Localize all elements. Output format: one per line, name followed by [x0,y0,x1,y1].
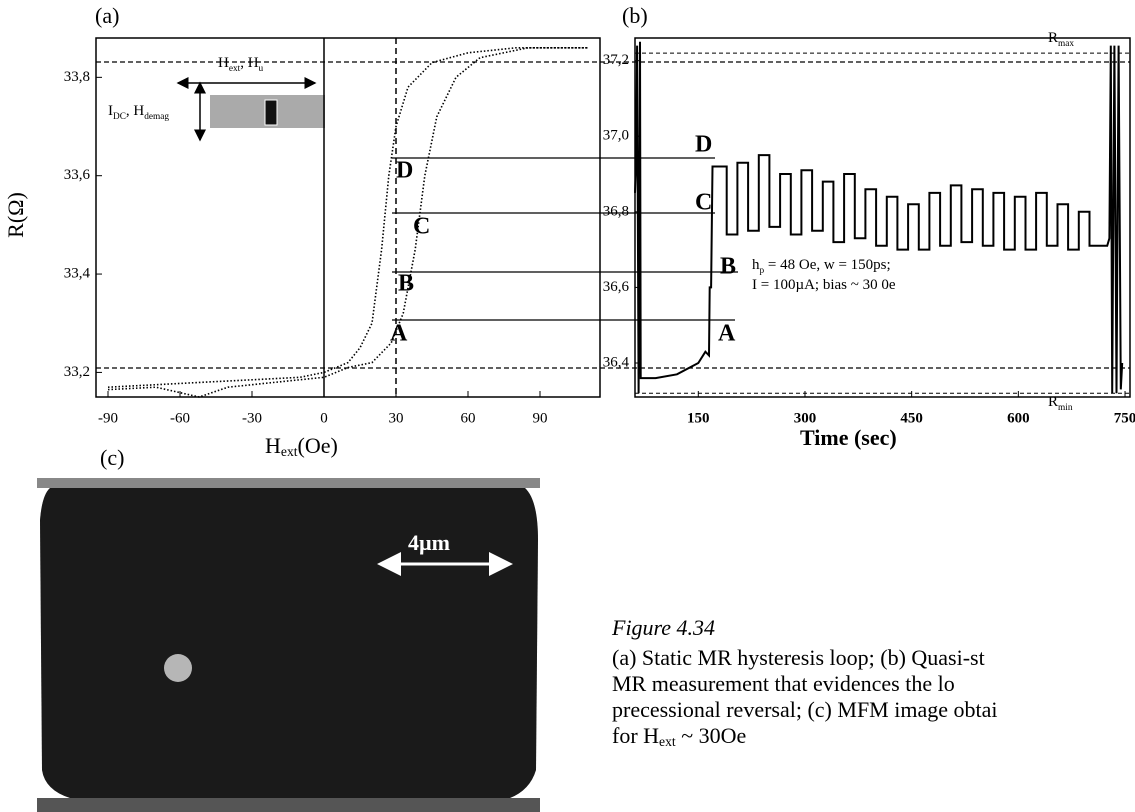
scale-label: 4µm [408,530,450,555]
caption-line-part: precessional reversal; (c) MFM image obt… [612,697,997,722]
y-axis-label: R(Ω) [3,192,28,238]
x-axis-label: Time (sec) [800,425,897,450]
reference-label-part: R [1048,31,1058,47]
caption-title: Figure 4.34 [611,615,715,640]
y-tick-label: 33,8 [64,69,90,85]
x-tick-label: 30 [389,410,404,426]
caption-line-part: for H [612,723,659,748]
inset-label-part: , H [240,55,259,71]
y-tick-label: 37,0 [603,128,629,144]
x-tick-label: 450 [900,410,923,426]
inset-label-part: I [108,103,113,119]
reference-label: Rmin [1048,395,1073,414]
note-part: = 48 Oe, w = 150ps; [764,257,891,273]
point-label: D [695,132,712,158]
reference-label-part: min [1058,403,1073,413]
x-axis-label: Hext(Oe) [265,433,338,459]
inset-label-part: , H [126,103,145,119]
inset-label-part: H [218,55,229,71]
y-tick-label: 36,4 [603,354,630,370]
x-tick-label: 750 [1114,410,1135,426]
inset-label-part: u [259,64,264,74]
point-label: B [398,271,414,297]
panel-label: (b) [622,3,648,28]
data-line [107,47,588,398]
y-tick-label: 37,2 [603,52,629,68]
y-tick-label: 33,6 [64,167,91,183]
x-axis-label-part: Time (sec) [800,425,897,450]
inset-label-part: DC [113,112,126,122]
note-part: h [752,257,760,273]
point-label: A [718,321,736,347]
x-tick-label: 0 [320,410,328,426]
data-line [634,41,1124,394]
x-tick-label: -60 [170,410,190,426]
x-tick-label: 600 [1007,410,1030,426]
caption-line: precessional reversal; (c) MFM image obt… [612,697,997,722]
x-axis-label-part: ext [281,444,298,459]
x-axis-label-part: (Oe) [298,433,338,458]
note: hp = 48 Oe, w = 150ps; [752,257,891,276]
note-part: p [760,266,765,276]
x-tick-label: 60 [461,410,476,426]
inset-label-part: demag [144,112,169,122]
point-label: C [413,214,430,240]
inset-device [176,77,325,142]
caption-line-part: ext [659,734,676,749]
x-tick-label: -90 [98,410,118,426]
y-tick-label: 36,8 [603,203,629,219]
caption-line-part: ~ 30Oe [676,723,747,748]
data-line [107,47,588,388]
point-label: A [390,321,408,347]
caption-line-part: MR measurement that evidences the lo [612,671,955,696]
inset-label-part: ext [229,64,241,74]
caption-line: for Hext ~ 30Oe [612,723,746,749]
inset-label: IDC, Hdemag [108,103,169,122]
panel-label: (a) [95,3,119,28]
mfm-image [37,478,540,812]
caption-line: (a) Static MR hysteresis loop; (b) Quasi… [612,645,985,670]
x-tick-label: -30 [242,410,262,426]
plot-frame [634,37,1131,398]
x-tick-label: 300 [794,410,817,426]
point-label: C [695,190,712,216]
x-tick-label: 90 [533,410,548,426]
point-label: D [396,158,413,184]
level-lines [96,61,1130,369]
x-tick-label: 150 [687,410,710,426]
y-tick-label: 33,2 [64,364,90,380]
caption-line-part: (a) Static MR hysteresis loop; (b) Quasi… [612,645,985,670]
point-label: B [720,254,736,280]
note: I = 100µA; bias ~ 30 0e [752,277,896,293]
y-axis-label-part: R(Ω) [3,192,28,238]
note-part: I = 100µA; bias ~ 30 0e [752,277,896,293]
inset-label: Hext, Hu [218,55,264,74]
panel-label: (c) [100,445,124,470]
reference-label-part: max [1058,39,1074,49]
reference-label-part: R [1048,395,1058,411]
plot-frame [95,37,601,398]
y-tick-label: 36,6 [603,279,630,295]
reference-label: Rmax [1048,31,1074,50]
y-tick-label: 33,4 [64,265,91,281]
x-axis-label-part: H [265,433,281,458]
caption-line: MR measurement that evidences the lo [612,671,955,696]
